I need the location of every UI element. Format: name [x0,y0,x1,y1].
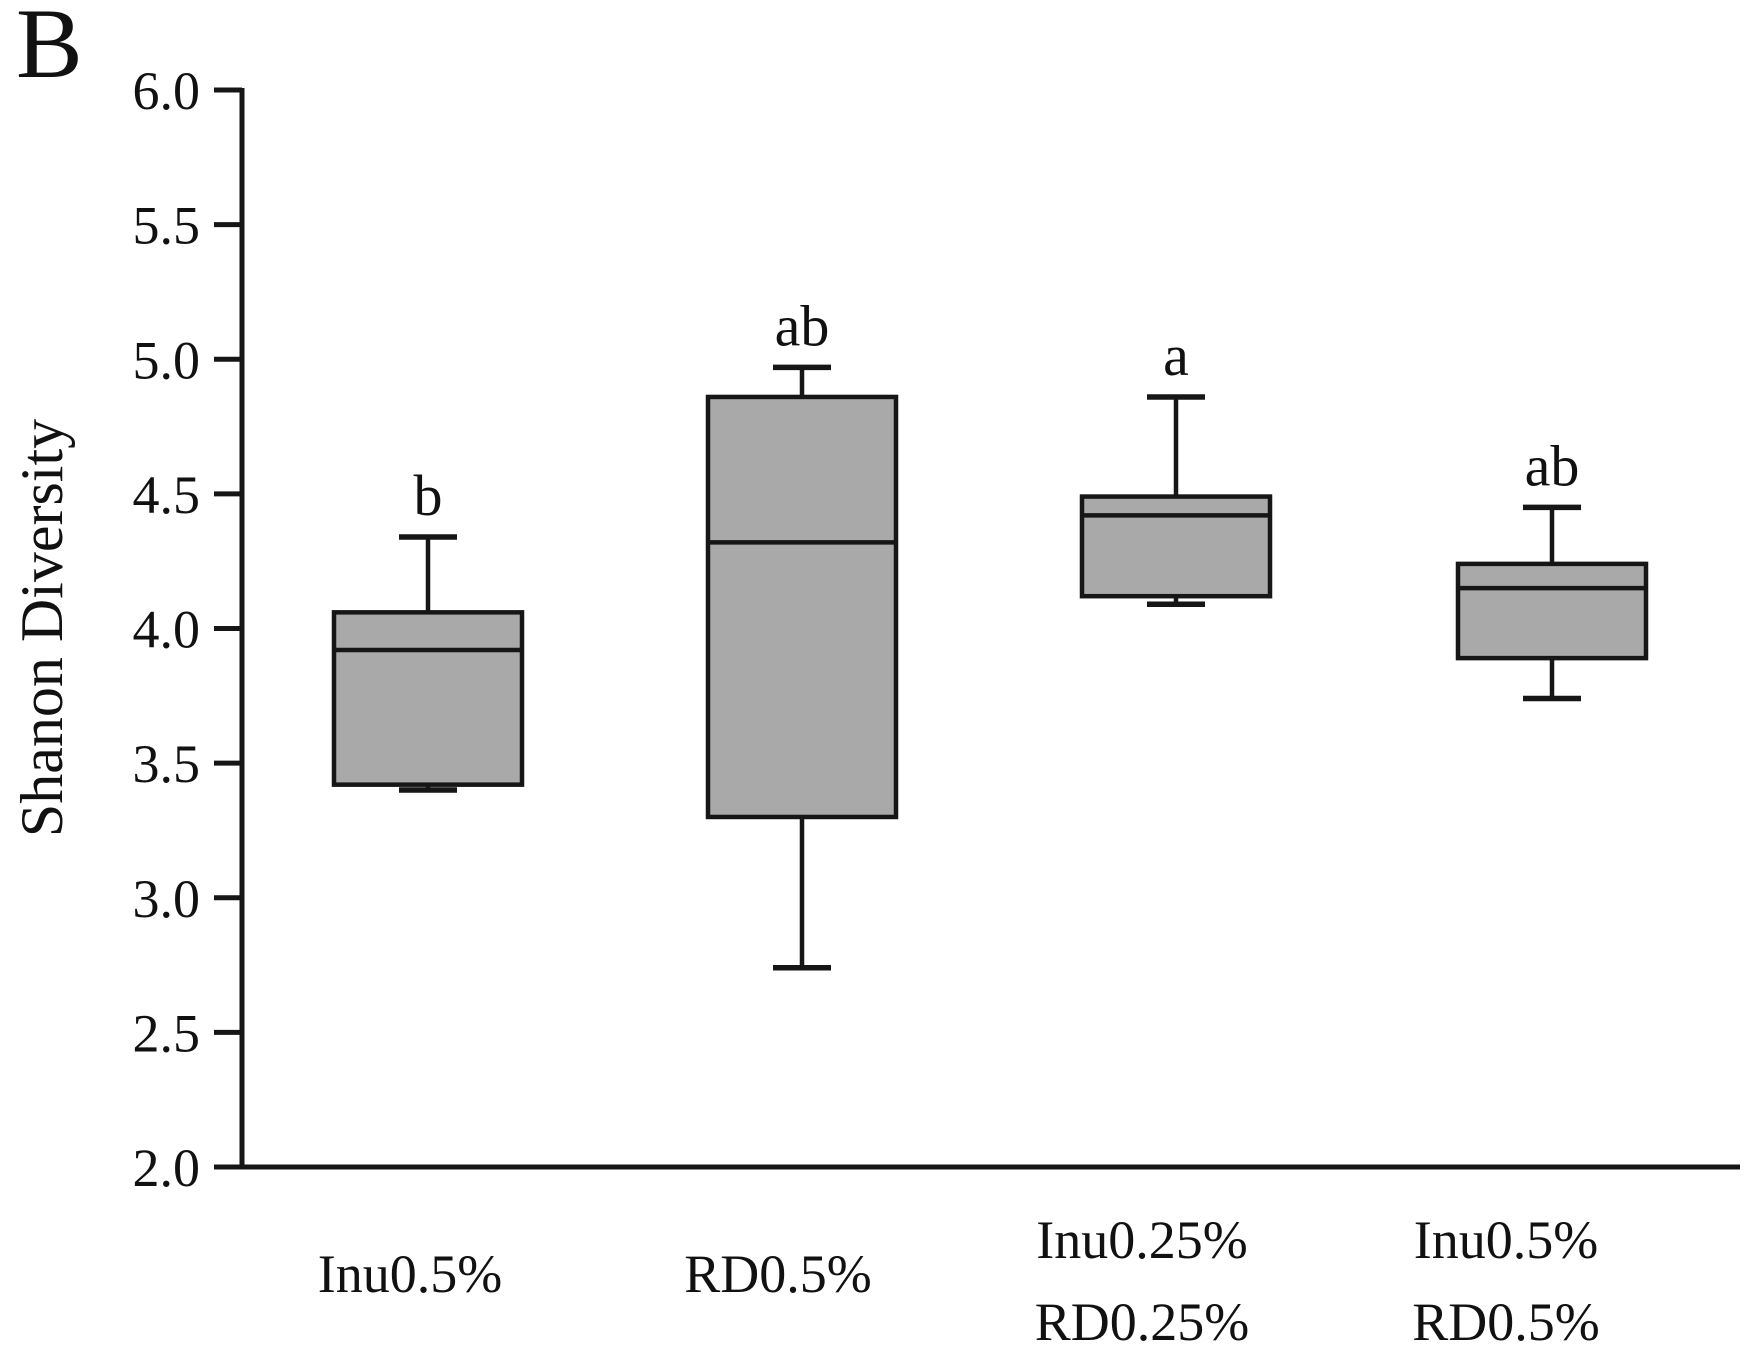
x-category-label: RD0.5% [684,1244,872,1304]
y-tick-label: 3.0 [133,869,201,929]
significance-letter: ab [775,293,830,358]
iqr-box [1455,561,1649,661]
x-category-label: RD0.25% [1035,1292,1250,1352]
y-tick-label: 3.5 [133,734,201,794]
y-tick-label: 4.0 [133,600,201,660]
significance-letter: ab [1525,433,1580,498]
significance-letter: a [1163,323,1189,388]
y-tick-label: 2.0 [133,1138,201,1198]
x-category-label: Inu0.25% [1036,1210,1247,1270]
x-category-label: Inu0.5% [1414,1210,1598,1270]
iqr-box [1079,494,1273,599]
y-axis-title: Shanon Diversity [9,419,75,837]
x-category-label: Inu0.5% [318,1244,502,1304]
y-tick-label: 2.5 [133,1003,201,1063]
y-tick-label: 6.0 [133,61,201,121]
y-tick-label: 4.5 [133,465,201,525]
y-tick-label: 5.5 [133,196,201,256]
iqr-box [331,610,525,787]
x-category-label: RD0.5% [1412,1292,1600,1352]
panel-label: B [16,0,83,99]
y-tick-label: 5.0 [133,330,201,390]
iqr-box [705,394,899,820]
significance-letter: b [414,463,443,528]
